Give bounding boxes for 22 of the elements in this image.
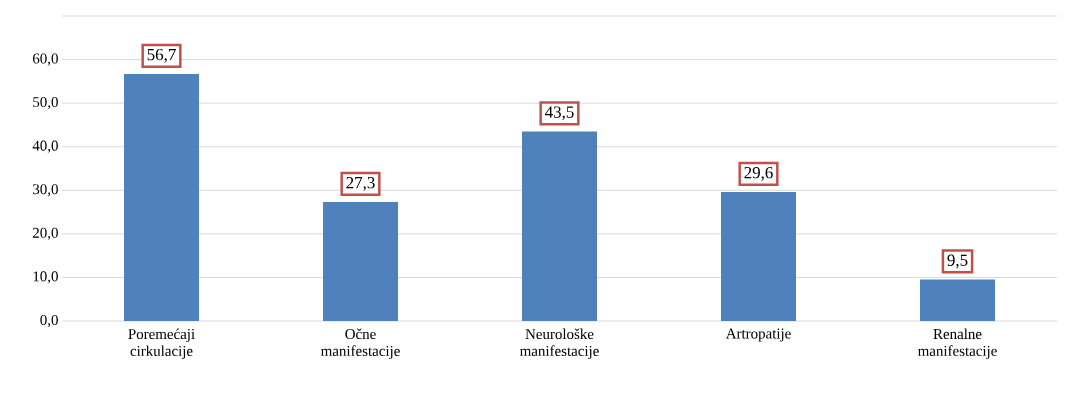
data-label: 43,5 [545,106,574,121]
y-tick-label: 60,0 [32,53,58,66]
bar [522,131,597,321]
y-tick-label: 50,0 [33,97,58,110]
bar [124,73,199,321]
y-tick-label: 30,0 [33,184,58,197]
data-label: 56,7 [147,48,176,63]
x-tick-label: Poremećaji cirkulacije [128,328,195,360]
data-label: 29,6 [744,166,773,181]
y-tick-label: 20,0 [32,227,58,240]
y-tick-label: 10,0 [33,271,58,284]
x-tick-label: Renalne manifestacije [917,328,997,360]
x-tick-label: Neurološke manifestacije [519,328,599,360]
x-tick-label: Očne manifestacije [320,328,400,360]
y-tick-label: 40,0 [32,140,58,153]
y-tick-label: 0,0 [40,314,58,328]
bar [721,192,796,321]
data-label: 9,5 [947,254,968,269]
bar [920,279,996,321]
bar [323,202,398,321]
x-tick-label: Artropatije [725,328,791,342]
data-label: 27,3 [346,176,375,191]
